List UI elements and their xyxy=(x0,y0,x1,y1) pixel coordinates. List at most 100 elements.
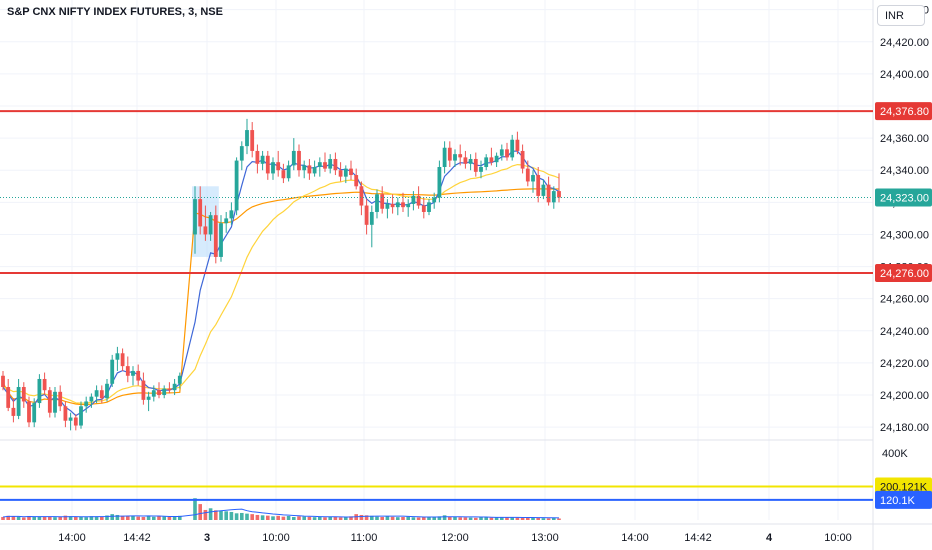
candle[interactable] xyxy=(260,150,265,171)
candle[interactable] xyxy=(110,354,115,388)
candle[interactable] xyxy=(229,202,234,225)
candle[interactable] xyxy=(89,393,94,408)
candle[interactable] xyxy=(265,150,270,180)
candle[interactable] xyxy=(380,186,385,214)
candle[interactable] xyxy=(208,211,213,241)
candle[interactable] xyxy=(276,150,281,177)
candle[interactable] xyxy=(37,374,42,408)
candle[interactable] xyxy=(312,160,317,177)
candle[interactable] xyxy=(515,131,520,155)
candle[interactable] xyxy=(27,396,31,428)
candle[interactable] xyxy=(416,186,421,209)
candle[interactable] xyxy=(291,138,296,171)
candle[interactable] xyxy=(343,165,348,184)
time-axis[interactable]: 14:00 14:42 3 10:00 11:00 12:00 13:00 14:00 14:4… xyxy=(58,532,852,544)
candle[interactable] xyxy=(79,401,83,429)
last-price-tag[interactable]: 24,323.00 xyxy=(875,188,932,207)
candle[interactable] xyxy=(369,205,374,248)
candle[interactable] xyxy=(531,170,535,193)
candle[interactable] xyxy=(198,186,203,235)
candle[interactable] xyxy=(234,157,239,216)
candle[interactable] xyxy=(499,144,504,161)
candle[interactable] xyxy=(219,215,223,262)
horizontal-levels[interactable] xyxy=(0,110,873,274)
candle[interactable] xyxy=(99,385,104,404)
candle[interactable] xyxy=(447,141,452,168)
candle[interactable] xyxy=(390,194,395,214)
candle[interactable] xyxy=(484,154,489,171)
candle[interactable] xyxy=(437,160,442,203)
candle[interactable] xyxy=(551,186,556,209)
candle[interactable] xyxy=(489,147,494,166)
candle[interactable] xyxy=(297,144,301,177)
candle[interactable] xyxy=(505,142,509,161)
candle[interactable] xyxy=(494,152,499,168)
candle[interactable] xyxy=(172,378,177,396)
candle[interactable] xyxy=(302,160,307,179)
candle[interactable] xyxy=(364,199,369,235)
candle[interactable] xyxy=(146,391,151,412)
candle[interactable] xyxy=(224,211,229,233)
candle[interactable] xyxy=(338,162,343,182)
candle[interactable] xyxy=(442,141,447,174)
candle[interactable] xyxy=(458,144,463,166)
candle[interactable] xyxy=(411,191,416,211)
candle[interactable] xyxy=(354,168,359,190)
candle[interactable] xyxy=(47,387,52,418)
candle[interactable] xyxy=(473,152,478,177)
candle[interactable] xyxy=(73,414,78,431)
candle[interactable] xyxy=(525,160,530,187)
candle[interactable] xyxy=(136,364,141,386)
candle[interactable] xyxy=(541,179,546,200)
candle[interactable] xyxy=(53,387,57,418)
candle[interactable] xyxy=(510,134,515,161)
candle[interactable] xyxy=(157,382,161,399)
candle[interactable] xyxy=(167,382,172,394)
candle[interactable] xyxy=(349,160,353,180)
candle[interactable] xyxy=(32,398,37,428)
candle[interactable] xyxy=(1,370,5,391)
candle[interactable] xyxy=(42,372,47,396)
support-price-tag[interactable]: 24,276.00 xyxy=(875,263,932,282)
candle[interactable] xyxy=(151,385,156,402)
candlesticks[interactable] xyxy=(1,118,561,431)
candle[interactable] xyxy=(463,150,468,169)
candle[interactable] xyxy=(11,398,16,423)
candle[interactable] xyxy=(453,149,457,168)
candle[interactable] xyxy=(401,192,405,212)
candle[interactable] xyxy=(406,199,411,217)
candle[interactable] xyxy=(84,396,89,413)
candle[interactable] xyxy=(255,144,260,174)
candle[interactable] xyxy=(131,366,135,386)
candle[interactable] xyxy=(125,356,130,383)
candle[interactable] xyxy=(271,157,275,180)
candle[interactable] xyxy=(68,412,73,431)
candle[interactable] xyxy=(286,160,291,182)
candle[interactable] xyxy=(21,382,26,408)
candle[interactable] xyxy=(359,181,364,216)
candle[interactable] xyxy=(115,346,120,371)
candle[interactable] xyxy=(16,378,21,420)
candle[interactable] xyxy=(328,154,333,174)
candle[interactable] xyxy=(395,197,400,216)
candle[interactable] xyxy=(427,199,431,216)
candle[interactable] xyxy=(333,152,338,176)
candle[interactable] xyxy=(307,158,312,180)
candle[interactable] xyxy=(213,205,218,264)
candle[interactable] xyxy=(94,385,99,404)
candle[interactable] xyxy=(479,160,483,179)
candle[interactable] xyxy=(250,122,255,158)
volume-blue-tag[interactable]: 120.1K xyxy=(875,490,932,509)
candle[interactable] xyxy=(58,385,63,412)
candle[interactable] xyxy=(546,176,551,206)
candle[interactable] xyxy=(177,372,182,389)
currency-button[interactable]: INR xyxy=(877,5,925,26)
symbol-title[interactable]: S&P CNX NIFTY INDEX FUTURES, 3, NSE xyxy=(7,6,223,18)
candle[interactable] xyxy=(385,199,390,219)
candle[interactable] xyxy=(141,372,146,405)
price-axis[interactable]: 24,440.0024,420.0024,400.0024,380.0024,3… xyxy=(875,5,932,509)
candle[interactable] xyxy=(323,152,327,172)
candle[interactable] xyxy=(203,205,208,241)
candle[interactable] xyxy=(375,189,379,219)
